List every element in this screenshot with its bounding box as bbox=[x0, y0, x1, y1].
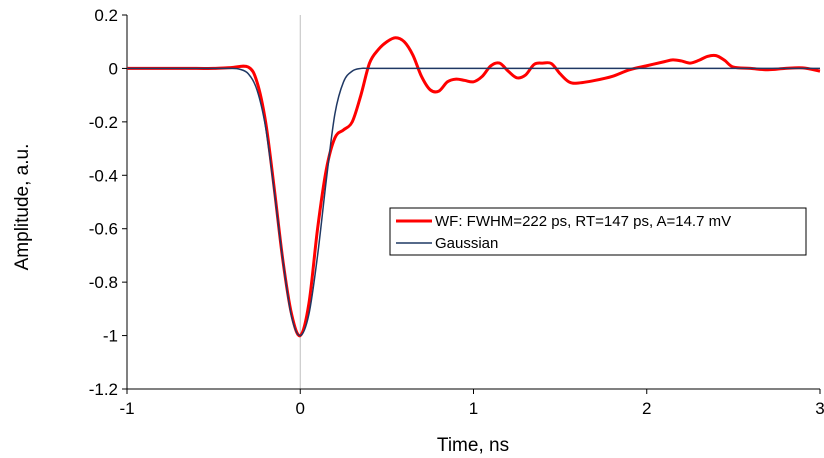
y-tick-label: -0.8 bbox=[89, 273, 118, 292]
legend-label-wf: WF: FWHM=222 ps, RT=147 ps, A=14.7 mV bbox=[435, 213, 731, 230]
y-axis-title: Amplitude, a.u. bbox=[12, 144, 33, 271]
y-tick-label: -0.4 bbox=[89, 166, 118, 185]
axes bbox=[122, 14, 821, 394]
series-wf-line bbox=[127, 36, 821, 338]
y-tick-label: 0 bbox=[109, 59, 118, 78]
x-tick-label: 2 bbox=[642, 399, 651, 418]
y-tick-label: -0.2 bbox=[89, 113, 118, 132]
x-tick-label: 3 bbox=[815, 399, 824, 418]
y-tick-label: 0.2 bbox=[94, 6, 118, 25]
y-tick-label: -1 bbox=[103, 327, 118, 346]
series-gaussian-line bbox=[127, 67, 820, 337]
y-tick-label: -1.2 bbox=[89, 380, 118, 399]
x-tick-label: 1 bbox=[469, 399, 478, 418]
series-layer bbox=[127, 36, 821, 338]
legend-label-gaussian: Gaussian bbox=[435, 235, 498, 252]
x-tick-label: 0 bbox=[296, 399, 305, 418]
x-tick-label: -1 bbox=[119, 399, 134, 418]
y-tick-label: -0.6 bbox=[89, 220, 118, 239]
y-axis-tick-labels: 0.2 0 -0.2 -0.4 -0.6 -0.8 -1 -1.2 bbox=[89, 6, 118, 399]
x-axis-title: Time, ns bbox=[437, 435, 509, 456]
legend-box bbox=[389, 207, 807, 256]
x-axis-tick-labels: -1 0 1 2 3 bbox=[119, 399, 824, 418]
legend: WF: FWHM=222 ps, RT=147 ps, A=14.7 mV Ga… bbox=[389, 207, 807, 256]
